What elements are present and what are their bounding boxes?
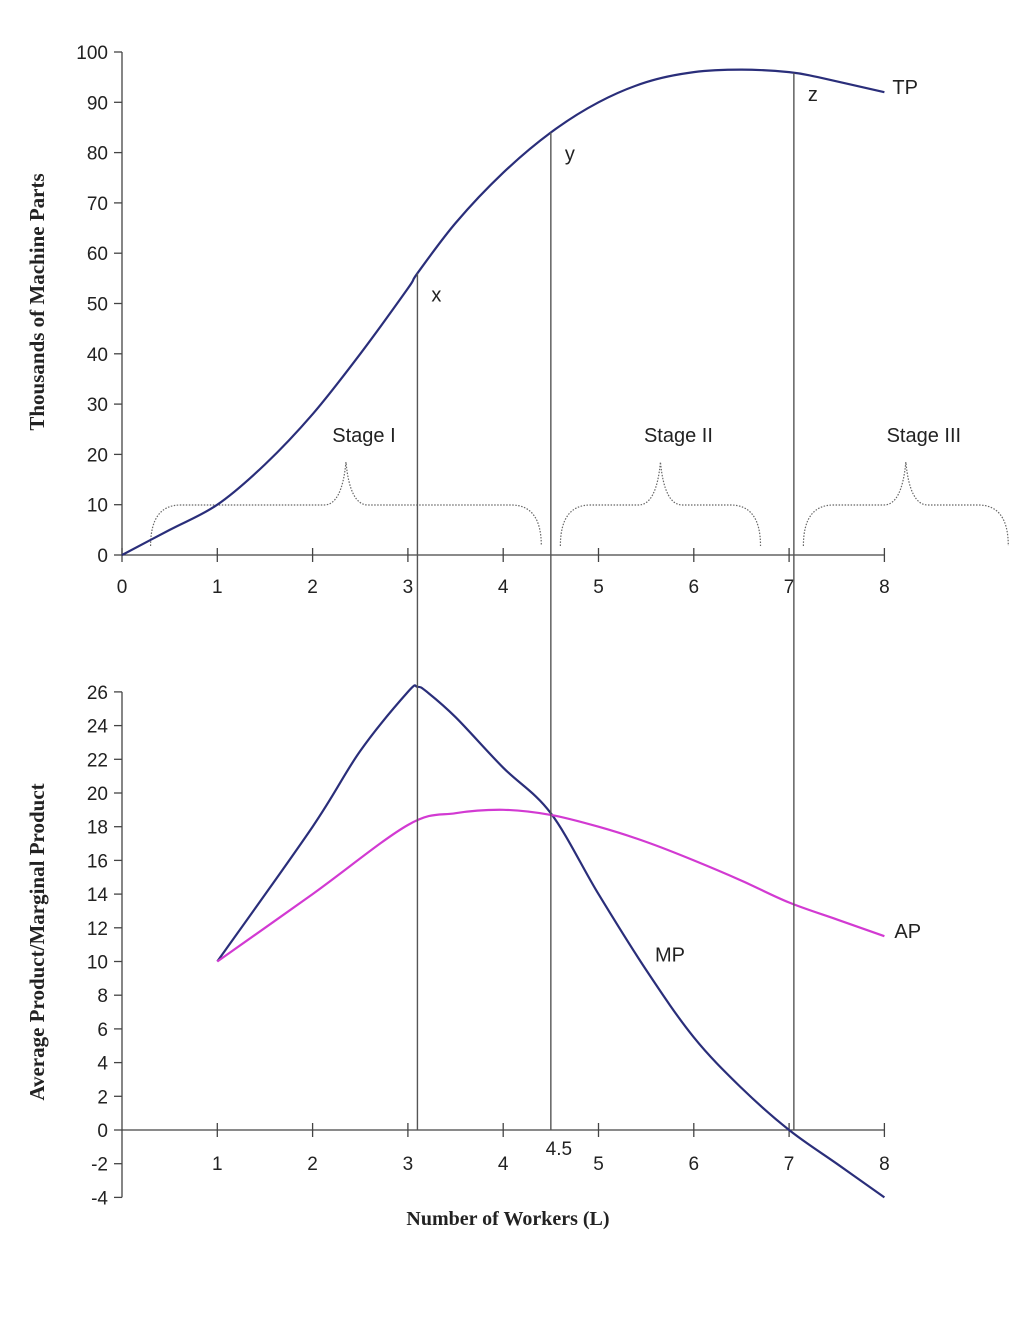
top-x-tick-label: 0 (117, 577, 128, 598)
stage-divider-lines (416, 72, 795, 1130)
ap-mp-chart: Average Product/Marginal Product -4-2024… (25, 683, 921, 1230)
tp-series-label: TP (892, 77, 918, 99)
bottom-x-tick-label: 4 (498, 1154, 509, 1175)
top-x-tick-label: 7 (784, 577, 795, 598)
ap-series-label: AP (894, 921, 921, 943)
top-series: TP (121, 68, 918, 556)
bottom-x-tick-label: 7 (784, 1154, 795, 1175)
top-y-tick-label: 0 (97, 546, 108, 567)
bottom-y-tick-label: 24 (87, 717, 109, 738)
top-x-tick-label: 4 (498, 577, 509, 598)
bottom-y-axis-title: Average Product/Marginal Product (25, 783, 49, 1100)
bottom-y-tick-label: 6 (97, 1020, 108, 1041)
top-y-tick-label: 70 (87, 194, 108, 215)
tp-point-label: z (808, 84, 818, 106)
top-x-tick-label: 3 (403, 577, 414, 598)
bottom-y-tick-label: 18 (87, 818, 108, 839)
top-y-tick-label: 10 (87, 496, 108, 517)
bottom-y-tick-label: 12 (87, 919, 108, 940)
stage-label: Stage III (887, 425, 962, 447)
top-y-tick-label: 50 (87, 295, 108, 316)
top-y-tick-label: 60 (87, 244, 108, 265)
stage-label: Stage I (332, 425, 395, 447)
bottom-y-tick-label: -4 (91, 1188, 108, 1209)
bottom-y-tick-label: 4 (97, 1054, 108, 1075)
stage-brace (802, 461, 1009, 547)
bottom-x-tick-label: 8 (879, 1154, 890, 1175)
bottom-x-tick-label: 3 (403, 1154, 414, 1175)
bottom-x-tick-label: 1 (212, 1154, 223, 1175)
bottom-y-tick-label: 8 (97, 986, 108, 1007)
bottom-x-tick-label: 2 (307, 1154, 318, 1175)
tp-point-label: y (565, 143, 575, 165)
top-x-tick-label: 8 (879, 577, 890, 598)
bottom-y-tick-label: 10 (87, 953, 108, 974)
top-y-tick-label: 40 (87, 345, 108, 366)
mp-series-label: MP (655, 945, 685, 967)
mp-curve (216, 684, 886, 1199)
top-y-tick-label: 80 (87, 144, 108, 165)
bottom-y-tick-label: 26 (87, 683, 108, 704)
top-y-tick-label: 30 (87, 395, 108, 416)
bottom-x-tick-label: 5 (593, 1154, 604, 1175)
stage-brace (149, 461, 542, 547)
bottom-y-tick-label: 22 (87, 750, 108, 771)
top-x-tick-label: 2 (307, 577, 318, 598)
tp-point-label: x (431, 284, 441, 306)
total-product-chart: Thousands of Machine Parts 0102030405060… (25, 43, 1009, 598)
bottom-x-tick-label: 6 (689, 1154, 700, 1175)
bottom-x-tick-label-4-5: 4.5 (546, 1139, 572, 1160)
ap-curve (216, 808, 885, 963)
top-x-tick-label: 6 (689, 577, 700, 598)
top-y-tick-label: 100 (76, 43, 108, 64)
bottom-y-tick-label: 2 (97, 1087, 108, 1108)
top-labels: x y z (431, 84, 817, 306)
top-y-axis-title: Thousands of Machine Parts (25, 173, 49, 430)
bottom-x-axis-title: Number of Workers (L) (406, 1208, 609, 1230)
tp-curve (121, 68, 885, 556)
top-axes: 0 10 20 30 40 50 60 70 80 90 100 0 1 2 3 4 5 6 7 8 (76, 43, 889, 598)
top-x-tick-label: 1 (212, 577, 223, 598)
stage-brace (559, 461, 762, 547)
bottom-y-tick-label: 20 (87, 784, 108, 805)
bottom-y-tick-label: -2 (91, 1155, 108, 1176)
bottom-y-tick-label: 16 (87, 851, 108, 872)
bottom-series: MP AP (216, 684, 921, 1199)
stage-label: Stage II (644, 425, 713, 447)
stage-braces: Stage I Stage II Stage III (149, 425, 1009, 547)
top-y-tick-label: 90 (87, 93, 108, 114)
top-y-tick-label: 20 (87, 445, 108, 466)
bottom-y-tick-label: 0 (97, 1121, 108, 1142)
top-x-tick-label: 5 (593, 577, 604, 598)
bottom-y-tick-label: 14 (87, 885, 109, 906)
